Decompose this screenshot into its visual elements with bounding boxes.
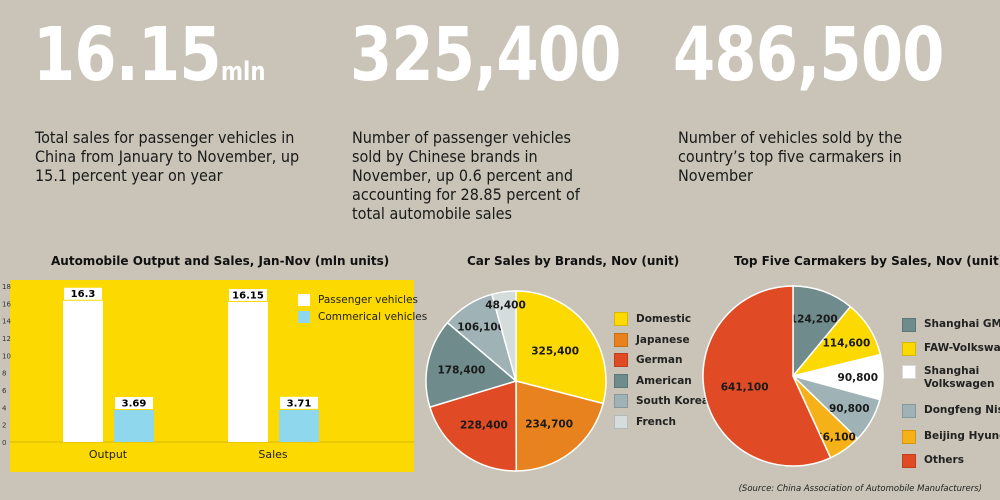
y-tick-label: 12 (2, 335, 11, 343)
legend-item: Shanghai Volkswagen (902, 365, 995, 391)
legend-label: German (636, 354, 683, 367)
y-tick-label: 18 (2, 283, 11, 291)
stat-3-value: 486,500 (673, 12, 944, 98)
slice-label: 90,800 (838, 372, 879, 384)
legend-swatch (902, 318, 916, 332)
data-label: 3.69 (122, 399, 147, 410)
stat-1-unit: mln (220, 57, 266, 87)
legend-item: Passenger vehicles (298, 294, 418, 306)
legend-item: FAW-Volkswagen (902, 342, 1000, 356)
slice-label: 66,100 (815, 431, 856, 443)
bar (114, 410, 154, 442)
stat-1-description: Total sales for passenger vehicles in Ch… (35, 128, 300, 185)
legend-label: Shanghai Volkswagen (924, 365, 995, 390)
legend-label: American (636, 374, 692, 387)
stat-3-description: Number of vehicles sold by the country’s… (678, 128, 903, 185)
slice-label: 234,700 (525, 419, 573, 431)
bar (279, 409, 319, 442)
legend-item: Domestic (614, 312, 691, 326)
stat-2-description: Number of passenger vehicles sold by Chi… (352, 128, 580, 223)
legend-swatch (902, 365, 916, 379)
pie-slice (425, 321, 518, 409)
legend-item: American (614, 373, 692, 388)
legend-swatch (614, 373, 628, 388)
legend-label: Others (924, 454, 964, 466)
stat-1-value: 16.15mln (33, 18, 266, 92)
legend-item: Dongfeng Nissan (902, 404, 1000, 418)
source-note: (Source: China Association of Automobile… (738, 484, 982, 494)
legend-label: South Korean (636, 395, 717, 408)
legend-swatch (902, 342, 916, 356)
stat-1-number: 16.15 (33, 12, 222, 98)
y-tick-label: 8 (2, 370, 6, 378)
legend-item: Shanghai GM (902, 318, 1000, 332)
x-tick-label: Output (89, 448, 128, 461)
brand-pie-chart: 325,400 234,700 228,400 178,400 106,100 48,40… (425, 290, 607, 472)
legend-item: Others (902, 454, 964, 468)
slice-label: 178,400 (437, 365, 485, 377)
legend-swatch (902, 430, 916, 444)
bar-chart-title: Automobile Output and Sales, Jan-Nov (ml… (51, 254, 390, 268)
legend-label: Japanese (636, 333, 690, 346)
slice-label: 114,600 (822, 338, 870, 350)
bar-chart: 0 2 4 6 8 10 12 14 16 18 16.3 3.69 Output 16.15 3.71 Sa… (2, 283, 414, 461)
data-label: 16.15 (232, 291, 264, 302)
y-tick-label: 14 (2, 318, 11, 326)
brand-pie-title: Car Sales by Brands, Nov (unit) (467, 254, 680, 268)
legend-swatch (614, 332, 628, 347)
pie-slice (515, 380, 605, 472)
legend-swatch (614, 394, 628, 409)
pie-slice (702, 285, 832, 467)
y-tick-label: 16 (2, 300, 11, 308)
y-tick-label: 2 (2, 422, 6, 430)
legend-item: Japanese (614, 332, 690, 347)
legend-item: Beijing Hyundai (902, 430, 1000, 444)
legend-swatch (614, 415, 628, 429)
slice-label: 228,400 (460, 419, 508, 431)
data-label: 3.71 (287, 398, 312, 409)
y-tick-label: 10 (2, 352, 11, 360)
legend-label: FAW-Volkswagen (924, 342, 1000, 354)
legend-label: Passenger vehicles (318, 294, 418, 306)
slice-label: 325,400 (531, 346, 579, 358)
legend-label: Dongfeng Nissan (924, 404, 1000, 416)
pie-slice (515, 290, 607, 405)
y-tick-label: 6 (2, 387, 7, 395)
legend-item: German (614, 353, 683, 368)
data-label-bg (280, 396, 318, 409)
pie-slice (490, 290, 517, 382)
legend-swatch (298, 311, 310, 323)
data-label-bg (229, 289, 267, 302)
legend-swatch (902, 404, 916, 418)
slice-label: 90,800 (829, 403, 870, 415)
legend-label: Shanghai GM (924, 318, 1000, 330)
carmaker-pie-chart: 124,200 114,600 90,800 90,800 66,100 641,100 (702, 285, 884, 467)
slice-label: 106,100 (457, 321, 505, 333)
legend-label: Domestic (636, 313, 692, 325)
legend-item: South Korean (614, 394, 717, 409)
data-label: 16.3 (71, 289, 96, 300)
data-label-bg (115, 397, 153, 410)
legend-swatch (298, 294, 310, 306)
legend-label: French (636, 416, 676, 428)
slice-label: 48,400 (485, 299, 526, 311)
data-label-bg (64, 287, 102, 300)
legend-swatch (902, 454, 916, 468)
y-tick-label: 0 (2, 439, 6, 447)
legend-label: Commerical vehicles (318, 311, 428, 323)
slice-label: 124,200 (790, 313, 838, 325)
bar (63, 300, 103, 442)
stat-2-value: 325,400 (350, 12, 621, 98)
legend-swatch (614, 353, 628, 368)
slice-label: 641,100 (721, 382, 769, 394)
legend-item: Commerical vehicles (298, 311, 427, 323)
legend-swatch (614, 312, 628, 326)
bar (228, 302, 268, 442)
x-tick-label: Sales (258, 448, 288, 461)
legend-item: French (614, 415, 676, 429)
y-tick-label: 4 (2, 404, 7, 412)
legend-label: Beijing Hyundai (924, 430, 1000, 442)
pie-slice (428, 379, 518, 472)
carmaker-pie-title: Top Five Carmakers by Sales, Nov (unit) (734, 254, 1000, 268)
